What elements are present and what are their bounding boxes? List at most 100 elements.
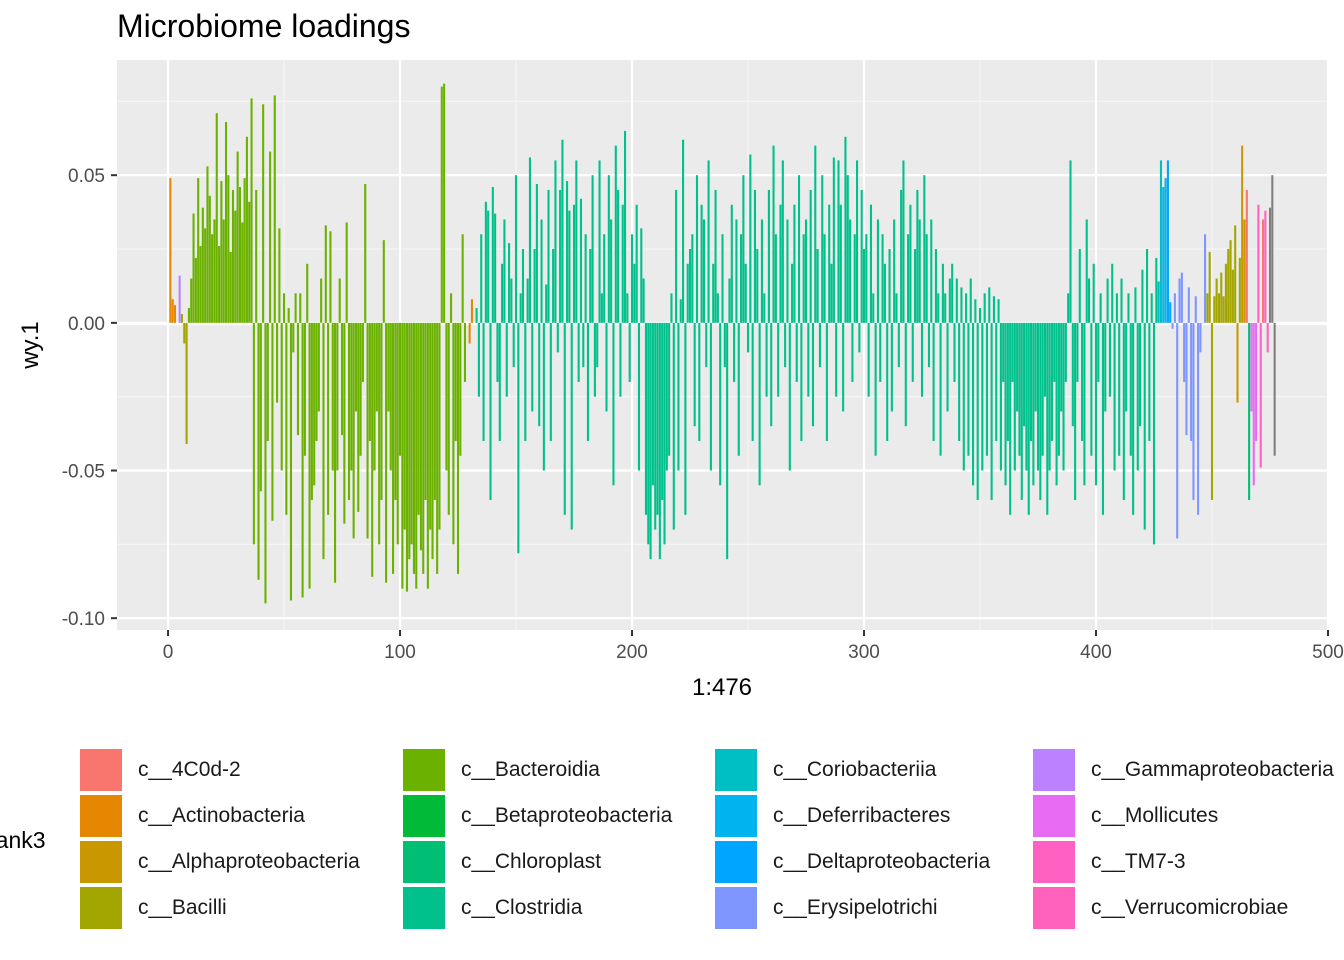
bar: [259, 322, 262, 492]
bar: [1187, 287, 1190, 323]
bar: [709, 322, 712, 471]
bar: [1234, 225, 1237, 323]
bar: [484, 201, 487, 323]
bar: [454, 322, 457, 441]
bar: [1222, 296, 1225, 323]
bar: [234, 210, 237, 323]
bar: [621, 204, 624, 323]
bar: [934, 249, 937, 323]
bar: [586, 322, 589, 441]
bar: [494, 213, 497, 323]
bar: [301, 322, 304, 598]
bar: [846, 175, 849, 323]
legend-label: c__Betaproteobacteria: [461, 804, 673, 827]
bar: [937, 293, 940, 323]
bar: [742, 175, 745, 323]
y-tick-label: -0.10: [62, 609, 105, 630]
bar: [1090, 322, 1093, 456]
bar: [378, 322, 381, 545]
x-axis: 0 100 200 300 400 500: [163, 630, 1344, 663]
bar: [185, 322, 188, 444]
bar: [282, 293, 286, 323]
bar: [804, 219, 808, 323]
bar: [603, 234, 606, 323]
bar: [999, 322, 1002, 471]
legend-item: c__Chloroplast: [403, 840, 601, 884]
bar: [331, 322, 334, 471]
bar: [895, 293, 898, 323]
bar: [1192, 322, 1195, 501]
bar: [990, 322, 993, 501]
bar: [368, 322, 371, 441]
y-tick-label: -0.05: [62, 462, 105, 483]
bar: [1092, 263, 1095, 323]
bar: [456, 322, 460, 574]
bar: [642, 278, 645, 323]
bar: [816, 249, 819, 323]
bar: [682, 139, 685, 323]
bar: [405, 322, 409, 592]
bar: [814, 145, 817, 323]
bar: [644, 322, 647, 515]
bar: [245, 136, 248, 323]
bar: [334, 322, 337, 583]
bar: [252, 322, 255, 545]
bar: [250, 98, 253, 323]
bar: [1094, 322, 1098, 486]
bar: [593, 322, 596, 397]
bar: [665, 322, 668, 471]
bar: [1074, 322, 1077, 501]
bar: [753, 189, 757, 323]
bar: [248, 201, 251, 323]
bar: [296, 322, 299, 436]
bar: [204, 228, 207, 323]
bar: [1224, 263, 1227, 323]
bar: [190, 278, 193, 323]
bar: [1120, 278, 1123, 323]
bar: [438, 322, 441, 530]
bar: [197, 178, 200, 323]
bar: [1141, 269, 1144, 323]
bar: [1104, 322, 1107, 412]
bar: [538, 322, 541, 427]
bar: [489, 322, 492, 501]
bar: [786, 219, 789, 323]
legend-swatch: [403, 795, 445, 837]
bar: [856, 160, 859, 323]
legend-swatch: [403, 841, 445, 883]
bar: [809, 189, 812, 323]
legend-swatch: [80, 795, 122, 837]
legend-item: c__Alphaproteobacteria: [80, 840, 360, 884]
bar: [1229, 240, 1232, 323]
bar: [637, 322, 641, 471]
bar: [408, 322, 411, 560]
bar: [760, 219, 763, 323]
bar: [1016, 322, 1019, 412]
bar: [962, 322, 965, 471]
bar: [183, 322, 186, 344]
bar: [371, 322, 374, 577]
bar: [419, 322, 422, 551]
bar: [329, 231, 332, 323]
bar: [1148, 322, 1151, 441]
legend-item: c__TM7-3: [1033, 840, 1186, 884]
bar: [1041, 322, 1044, 456]
bar: [733, 322, 736, 382]
bar: [1125, 322, 1128, 412]
bar: [549, 322, 552, 441]
legend-item: c__Coriobacteriia: [715, 748, 936, 792]
bar: [1136, 322, 1139, 471]
bar: [958, 322, 961, 441]
chart-plot: -0.10 -0.05 0.00 0.05 0 100 200 300 400 500 1:47…: [17, 60, 1344, 701]
legend-item: c__Clostridia: [403, 886, 582, 930]
bar: [1176, 322, 1179, 539]
bar: [357, 322, 360, 512]
bar: [686, 263, 689, 323]
bar: [1023, 322, 1026, 427]
bar: [721, 234, 724, 323]
bar: [1146, 249, 1149, 323]
bar: [784, 322, 787, 368]
legend-swatch: [1033, 749, 1075, 791]
bar: [1129, 322, 1132, 456]
bar: [944, 293, 947, 323]
